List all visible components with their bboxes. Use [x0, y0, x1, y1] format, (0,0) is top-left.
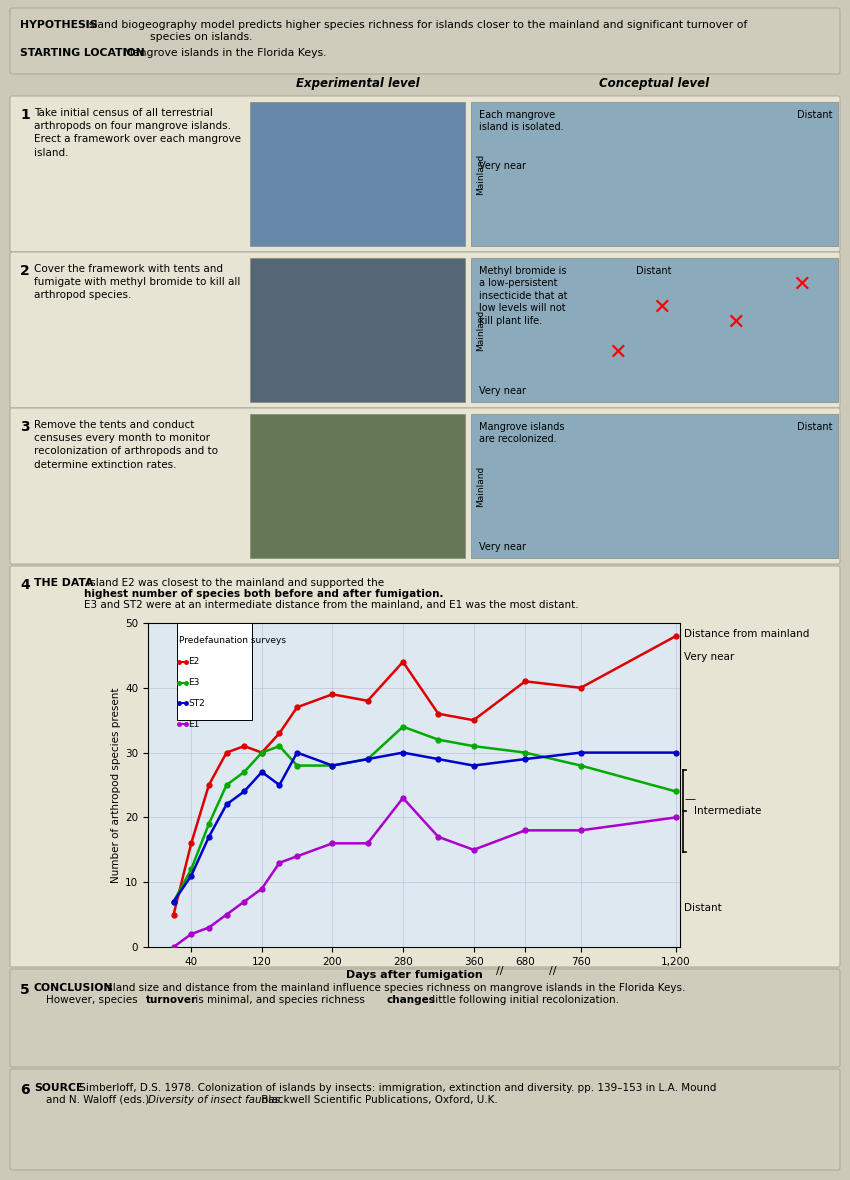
Bar: [250, 101, 465, 245]
Bar: [177, 623, 252, 720]
Text: THE DATA: THE DATA: [34, 578, 94, 588]
Text: Diversity of insect faunas.: Diversity of insect faunas.: [148, 1095, 283, 1104]
Text: Island E2 was closest to the mainland and supported the: Island E2 was closest to the mainland an…: [84, 578, 388, 588]
Text: //: //: [549, 966, 557, 976]
Text: Mangrove islands in the Florida Keys.: Mangrove islands in the Florida Keys.: [120, 48, 326, 58]
Text: Mainland: Mainland: [476, 309, 485, 350]
Text: ✕: ✕: [792, 275, 811, 294]
Text: Simberloff, D.S. 1978. Colonization of islands by insects: immigration, extincti: Simberloff, D.S. 1978. Colonization of i…: [76, 1083, 717, 1093]
Text: SOURCE: SOURCE: [34, 1083, 83, 1093]
Text: STARTING LOCATION: STARTING LOCATION: [20, 48, 145, 58]
Text: Island size and distance from the mainland influence species richness on mangrov: Island size and distance from the mainla…: [101, 983, 685, 994]
Text: //: //: [496, 966, 503, 976]
FancyBboxPatch shape: [10, 969, 840, 1067]
Text: Distant: Distant: [684, 903, 722, 913]
Text: Mainland: Mainland: [476, 153, 485, 195]
Text: changes: changes: [387, 995, 436, 1005]
Text: Conceptual level: Conceptual level: [599, 77, 710, 90]
Text: is minimal, and species richness: is minimal, and species richness: [192, 995, 368, 1005]
Text: Methyl bromide is
a low-persistent
insecticide that at
low levels will not
kill : Methyl bromide is a low-persistent insec…: [479, 266, 568, 326]
Text: 3: 3: [20, 420, 30, 434]
Text: and N. Waloff (eds.): and N. Waloff (eds.): [46, 1095, 152, 1104]
FancyBboxPatch shape: [10, 408, 840, 564]
Text: Very near: Very near: [684, 653, 734, 662]
Text: highest number of species both before and after fumigation.: highest number of species both before an…: [84, 589, 444, 599]
Text: ST2: ST2: [188, 699, 205, 708]
Bar: [471, 258, 838, 402]
Text: Distance from mainland: Distance from mainland: [684, 629, 809, 638]
Text: Very near: Very near: [479, 542, 526, 552]
FancyBboxPatch shape: [10, 96, 840, 253]
Text: Distant: Distant: [797, 110, 833, 120]
Text: CONCLUSION: CONCLUSION: [34, 983, 114, 994]
Text: Very near: Very near: [479, 386, 526, 396]
Text: Mangrove islands
are recolonized.: Mangrove islands are recolonized.: [479, 422, 564, 444]
Text: Remove the tents and conduct
censuses every month to monitor
recolonization of a: Remove the tents and conduct censuses ev…: [34, 420, 218, 470]
Text: Cover the framework with tents and
fumigate with methyl bromide to kill all
arth: Cover the framework with tents and fumig…: [34, 264, 241, 301]
Text: ✕: ✕: [726, 313, 745, 333]
Bar: [471, 414, 838, 558]
X-axis label: Days after fumigation: Days after fumigation: [346, 970, 483, 979]
Text: 5: 5: [20, 983, 30, 997]
Text: Blackwell Scientific Publications, Oxford, U.K.: Blackwell Scientific Publications, Oxfor…: [258, 1095, 498, 1104]
Text: ✕: ✕: [609, 343, 627, 362]
Text: HYPOTHESIS: HYPOTHESIS: [20, 20, 98, 30]
FancyBboxPatch shape: [10, 566, 840, 966]
Text: ✕: ✕: [653, 297, 672, 317]
Bar: [471, 101, 838, 245]
Text: Intermediate: Intermediate: [694, 806, 762, 815]
Text: Predefaunation surveys: Predefaunation surveys: [179, 636, 286, 645]
Text: species on islands.: species on islands.: [150, 32, 252, 42]
Text: Distant: Distant: [797, 422, 833, 432]
Text: turnover: turnover: [146, 995, 197, 1005]
Bar: [250, 414, 465, 558]
Y-axis label: Number of arthropod species present: Number of arthropod species present: [111, 687, 121, 883]
Text: 2: 2: [20, 264, 30, 278]
Text: 4: 4: [20, 578, 30, 592]
Text: E3 and ST2 were at an intermediate distance from the mainland, and E1 was the mo: E3 and ST2 were at an intermediate dista…: [84, 599, 579, 610]
Text: E1: E1: [188, 720, 200, 728]
FancyBboxPatch shape: [10, 1069, 840, 1171]
Text: Take initial census of all terrestrial
arthropods on four mangrove islands.
Erec: Take initial census of all terrestrial a…: [34, 109, 241, 158]
Text: E3: E3: [188, 678, 200, 687]
Text: 6: 6: [20, 1083, 30, 1097]
FancyBboxPatch shape: [10, 253, 840, 408]
Bar: [250, 258, 465, 402]
Text: Experimental level: Experimental level: [296, 77, 419, 90]
Text: little following initial recolonization.: little following initial recolonization.: [429, 995, 619, 1005]
Text: Distant: Distant: [636, 266, 672, 276]
Text: However, species: However, species: [46, 995, 141, 1005]
Text: Each mangrove
island is isolated.: Each mangrove island is isolated.: [479, 110, 564, 132]
Text: —: —: [684, 794, 695, 804]
Text: E2: E2: [188, 657, 199, 667]
Text: Island biogeography model predicts higher species richness for islands closer to: Island biogeography model predicts highe…: [82, 20, 747, 30]
Text: Very near: Very near: [479, 162, 526, 171]
Text: Mainland: Mainland: [476, 465, 485, 506]
FancyBboxPatch shape: [10, 8, 840, 74]
Text: 1: 1: [20, 109, 30, 122]
